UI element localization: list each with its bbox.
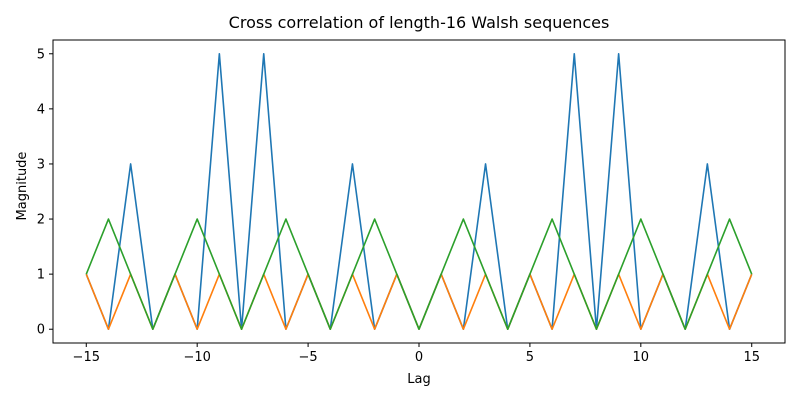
y-tick-label: 2	[37, 213, 45, 228]
y-tick-label: 5	[37, 47, 45, 62]
x-tick-label: −10	[183, 350, 210, 365]
x-tick-label: 5	[526, 350, 534, 365]
x-tick-label: −5	[299, 350, 318, 365]
x-axis: −15 −10 −5 0 5 10 15	[73, 343, 760, 365]
x-tick-label: −15	[73, 350, 100, 365]
y-axis: 0 1 2 3 4 5	[37, 47, 53, 338]
y-tick-label: 1	[37, 268, 45, 283]
y-tick-label: 0	[37, 323, 45, 338]
x-tick-label: 15	[743, 350, 760, 365]
x-axis-label: Lag	[407, 372, 430, 387]
x-tick-label: 10	[633, 350, 650, 365]
y-tick-label: 4	[37, 102, 45, 117]
y-axis-label: Magnitude	[15, 152, 30, 221]
x-tick-label: 0	[415, 350, 423, 365]
series-line-3	[85, 218, 753, 331]
series-lines	[85, 52, 753, 331]
y-tick-label: 3	[37, 157, 45, 172]
chart-title: Cross correlation of length-16 Walsh seq…	[229, 13, 610, 32]
